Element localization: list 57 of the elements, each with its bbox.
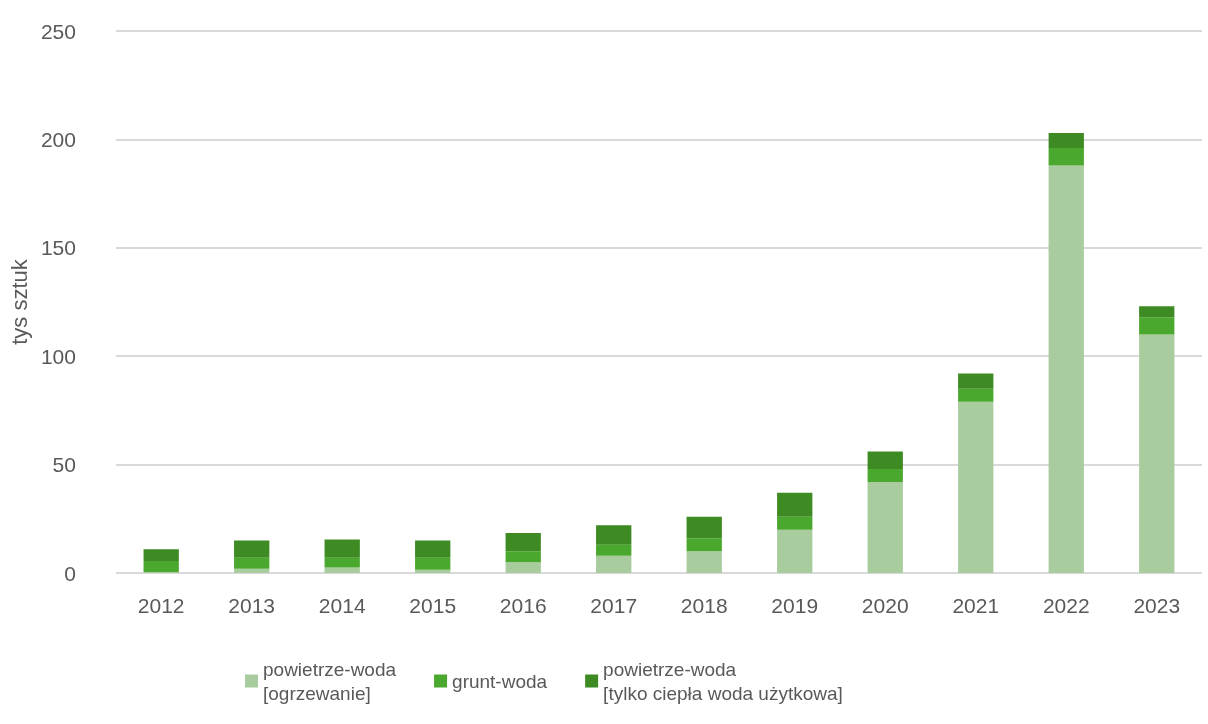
bar [777,492,813,517]
y-tick-label: 100 [40,344,76,368]
legend-label: powietrze-woda [ogrzewanie] [263,658,397,704]
bar [867,481,903,573]
x-tick-label: 2021 [952,594,1000,617]
bar [958,401,994,573]
bar [415,569,451,573]
bar [958,373,994,389]
y-tick-label: 200 [40,127,76,151]
bar [867,468,903,482]
x-tick-label: 2023 [1133,594,1181,617]
bar [1048,165,1084,573]
bar [1139,334,1175,573]
y-tick-label: 50 [52,453,76,477]
bar [415,540,451,558]
bar [234,568,270,573]
bar [324,557,360,568]
legend-label: powietrze-woda [tylko ciepła woda użytkowa] [603,658,843,704]
bar [596,555,632,573]
bar [958,388,994,402]
bar [1139,317,1175,335]
bar [505,562,541,573]
x-tick-label: 2014 [318,594,366,617]
x-tick-label: 2013 [228,594,276,617]
bar [234,557,270,569]
bar [1048,148,1084,166]
y-tick-label: 250 [40,19,76,43]
bar [1048,132,1084,149]
x-tick-label: 2020 [861,594,909,617]
bar [143,561,179,572]
y-tick-label: 0 [64,561,76,585]
x-tick-label: 2018 [680,594,728,617]
x-tick-label: 2016 [499,594,547,617]
legend-label: grunt-woda [452,670,548,692]
x-tick-label: 2019 [771,594,819,617]
bar [596,525,632,545]
bar [1139,306,1175,318]
bar [505,532,541,552]
bar [867,451,903,469]
bar [234,540,270,558]
bar [324,567,360,573]
x-tick-label: 2012 [137,594,185,617]
bar [415,557,451,570]
x-tick-label: 2017 [590,594,638,617]
bar [686,516,722,539]
bar [686,538,722,552]
bar [777,516,813,530]
bar [324,539,360,558]
bar [686,551,722,573]
bar [777,529,813,573]
x-tick-label: 2015 [409,594,457,617]
bar [596,544,632,556]
x-tick-label: 2022 [1042,594,1090,617]
bar [143,549,179,562]
y-tick-label: 150 [40,236,76,260]
bar [505,551,541,563]
y-axis-title: tys sztuk [6,258,32,345]
